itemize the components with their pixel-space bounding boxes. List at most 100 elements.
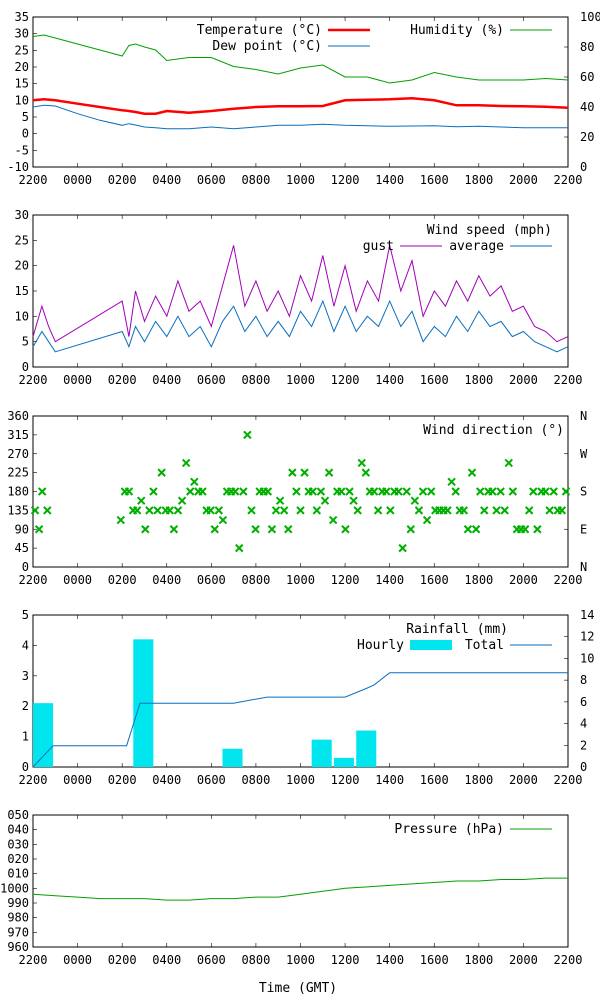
direction-point: [480, 506, 489, 515]
direction-point: [173, 506, 183, 515]
direction-point: [533, 525, 542, 534]
x-tick-label: 2200: [19, 773, 48, 787]
direction-point: [557, 506, 567, 515]
direction-point: [463, 525, 473, 534]
x-tick-label: 0000: [63, 373, 92, 387]
direction-point: [349, 496, 358, 505]
x-tick-label: 2000: [509, 953, 538, 967]
x-tick-label: 1000: [286, 573, 315, 587]
x-tick-label: 1000: [286, 953, 315, 967]
direction-point: [496, 487, 505, 496]
y-tick-label: 980: [7, 911, 29, 925]
direction-point: [153, 506, 162, 515]
direction-point: [500, 506, 509, 515]
direction-point: [345, 487, 354, 496]
x-tick-label: 0800: [241, 173, 270, 187]
direction-point: [451, 487, 460, 496]
direction-point: [508, 487, 518, 496]
x-tick-label: 0600: [197, 773, 226, 787]
y-tick-label: 30: [15, 27, 29, 41]
direction-point: [504, 458, 513, 468]
legend-total: Total: [465, 638, 504, 653]
x-tick-label: 0400: [152, 573, 181, 587]
direction-point: [398, 543, 407, 553]
direction-point: [529, 487, 538, 496]
y2-tick-label: 12: [580, 630, 594, 644]
x-tick-label: 0600: [197, 173, 226, 187]
direction-point: [116, 515, 126, 525]
direction-point: [157, 468, 166, 477]
y-tick-label: 0: [22, 760, 29, 774]
direction-point: [541, 487, 550, 496]
x-tick-label: 1200: [331, 953, 360, 967]
direction-point: [186, 487, 195, 496]
y2-tick-label: 4: [580, 717, 587, 731]
direction-point: [520, 525, 530, 534]
x-tick-label: 2000: [509, 573, 538, 587]
x-tick-label: 2200: [554, 173, 583, 187]
direction-point: [488, 487, 497, 496]
y-tick-label: 180: [7, 485, 29, 499]
y2-tick-label: 0: [580, 160, 587, 174]
direction-point: [243, 430, 252, 440]
y-tick-label: 030: [7, 837, 29, 851]
wind-direction-title: Wind direction (°): [423, 423, 564, 438]
rainfall-title: Rainfall (mm): [406, 622, 508, 637]
legend-gust: gust: [363, 239, 394, 254]
direction-point: [422, 515, 432, 525]
direction-point: [37, 487, 47, 496]
y-tick-label: -5: [15, 143, 29, 157]
direction-point: [247, 506, 256, 515]
x-tick-label: 1600: [420, 953, 449, 967]
legend-average: average: [449, 239, 504, 254]
direction-point: [279, 506, 289, 515]
y-tick-label: 10: [15, 309, 29, 323]
wind-speed-panel: 2200 0000 0200 0400 0600 0800 1000 1200 1400 1600…: [15, 208, 583, 387]
y-tick-label: 20: [15, 60, 29, 74]
direction-point: [124, 487, 134, 496]
direction-point: [271, 506, 281, 515]
direction-point: [43, 506, 52, 515]
direction-point: [210, 525, 219, 534]
direction-point: [218, 515, 228, 525]
direction-point: [337, 487, 346, 496]
y-tick-label: 1000: [0, 881, 29, 895]
legend-hourly: Hourly: [357, 638, 404, 653]
x-tick-label: 2200: [554, 373, 583, 387]
direction-point: [386, 506, 395, 515]
direction-point: [426, 487, 436, 496]
x-tick-label: 0600: [197, 373, 226, 387]
x-tick-label: 0000: [63, 773, 92, 787]
y-tick-label: 25: [15, 43, 29, 57]
direction-point: [239, 487, 248, 496]
direction-point: [410, 496, 420, 505]
y-tick-label: 15: [15, 77, 29, 91]
x-tick-label: 0000: [63, 953, 92, 967]
direction-point: [492, 506, 501, 515]
direction-point: [443, 506, 452, 515]
x-tick-label: 0200: [108, 953, 137, 967]
x-tick-label: 2200: [554, 573, 583, 587]
x-tick-label: 1400: [375, 773, 404, 787]
y2-tick-label: 6: [580, 695, 587, 709]
y2-tick-label: 8: [580, 673, 587, 687]
y-tick-label: 225: [7, 466, 29, 480]
y-tick-label: 5: [22, 110, 29, 124]
x-tick-label: 0400: [152, 773, 181, 787]
direction-point: [296, 506, 305, 515]
y-tick-label: 990: [7, 896, 29, 910]
x-tick-label: 1000: [286, 173, 315, 187]
y-tick-label: 35: [15, 10, 29, 24]
direction-point: [267, 525, 277, 534]
x-tick-label: 1600: [420, 773, 449, 787]
direction-point: [300, 468, 309, 477]
hourly-bar: [33, 703, 54, 767]
direction-point: [169, 525, 179, 534]
x-tick-label: 1800: [464, 373, 493, 387]
direction-point: [149, 487, 158, 496]
x-tick-label: 1800: [464, 773, 493, 787]
x-tick-label: 2200: [554, 953, 583, 967]
direction-point: [382, 487, 391, 496]
humidity-line: [32, 34, 569, 84]
x-tick-label: 0000: [63, 573, 92, 587]
